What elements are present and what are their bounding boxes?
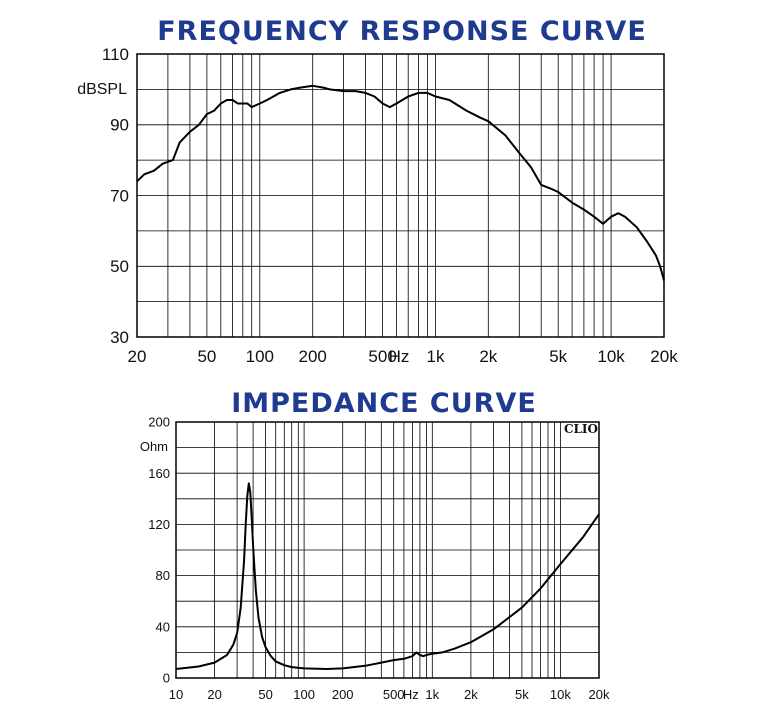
impedance-x-tick-label: Hz — [403, 687, 419, 702]
frequency-response-x-tick-label: 2k — [479, 347, 497, 366]
impedance-y-tick-label: 200 — [148, 415, 170, 430]
frequency-response-y-tick-label: 90 — [110, 116, 129, 135]
clio-brand-label: CLIO — [564, 422, 598, 436]
impedance-x-tick-label: 500 — [383, 687, 405, 702]
impedance-x-tick-label: 1k — [425, 687, 439, 702]
frequency-response-y-axis-label: dBSPL — [77, 81, 127, 98]
frequency-response-x-tick-label: 200 — [299, 347, 327, 366]
frequency-response-y-tick-label: 50 — [110, 257, 129, 276]
frequency-response-x-tick-label: 100 — [246, 347, 274, 366]
frequency-response-x-tick-label: 20k — [650, 347, 678, 366]
impedance-x-tick-label: 100 — [293, 687, 315, 702]
impedance-title: IMPEDANCE CURVE — [231, 388, 537, 419]
impedance-y-tick-label: 40 — [156, 619, 170, 634]
impedance-x-tick-label: 10k — [550, 687, 571, 702]
impedance-x-tick-label: 10 — [169, 687, 183, 702]
impedance-x-tick-label: 2k — [464, 687, 478, 702]
frequency-response-y-tick-label: 30 — [110, 328, 129, 347]
impedance-x-tick-label: 50 — [258, 687, 272, 702]
frequency-response-y-tick-label: 70 — [110, 186, 129, 205]
impedance-plot-area — [175, 421, 600, 679]
frequency-response-x-tick-label: 5k — [549, 347, 567, 366]
impedance-x-tick-label: 5k — [515, 687, 529, 702]
frequency-response-plot-area — [136, 53, 665, 338]
frequency-response-curve — [136, 84, 665, 281]
frequency-response-title: FREQUENCY RESPONSE CURVE — [157, 16, 647, 47]
impedance-chart: IMPEDANCE CURVE Ohm CLIO 0 40 80 120 160 200 1… — [140, 388, 610, 702]
frequency-response-y-tick-label: 110 — [102, 45, 129, 64]
impedance-y-axis-label: Ohm — [140, 439, 168, 454]
frequency-response-chart: FREQUENCY RESPONSE CURVE dBSPL 30 50 70 90 1… — [77, 16, 678, 366]
impedance-y-tick-label: 160 — [148, 466, 170, 481]
frequency-response-x-tick-label: 10k — [597, 347, 625, 366]
impedance-y-tick-label: 0 — [163, 671, 170, 686]
impedance-curve — [175, 482, 600, 670]
impedance-y-tick-label: 80 — [156, 568, 170, 583]
impedance-x-tick-label: 20k — [589, 687, 610, 702]
frequency-response-x-tick-label: 1k — [427, 347, 445, 366]
frequency-response-x-tick-label: 500 — [368, 347, 396, 366]
frequency-response-x-tick-label: 20 — [128, 347, 147, 366]
impedance-x-tick-label: 20 — [207, 687, 221, 702]
frequency-response-x-tick-label: 50 — [197, 347, 216, 366]
impedance-x-tick-label: 200 — [332, 687, 354, 702]
impedance-y-tick-label: 120 — [148, 517, 170, 532]
frequency-response-x-tick-label: Hz — [389, 347, 410, 366]
